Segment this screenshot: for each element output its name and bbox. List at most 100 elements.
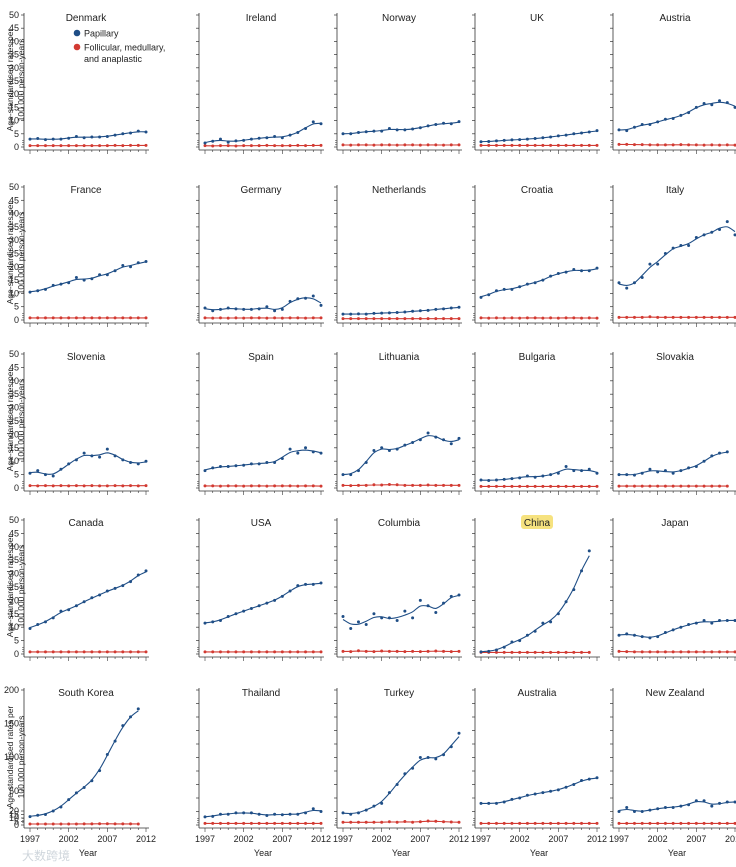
papillary-point [725,450,729,454]
papillary-point [411,766,415,770]
papillary-point [632,281,636,285]
fma-point [226,650,230,654]
papillary-point [525,137,529,141]
y-tick-label: 25 [9,76,19,86]
fma-point [67,650,71,654]
x-tick-label: 2002 [372,834,392,844]
fma-point [129,484,133,488]
fma-point [663,650,667,654]
papillary-point [442,121,446,125]
papillary-point [595,776,599,780]
fma-point [51,822,55,826]
papillary-point [341,312,345,316]
papillary-point [457,120,461,124]
fma-point [121,484,125,488]
papillary-point [632,473,636,477]
papillary-point [74,275,78,279]
fma-trend-line [619,143,736,146]
papillary-point [36,813,40,817]
papillary-point [549,135,553,139]
papillary-trend-line [204,297,322,311]
papillary-point [121,263,125,267]
papillary-point [226,140,230,144]
fma-point [304,316,308,320]
fma-point [288,144,292,148]
papillary-point [449,122,453,126]
papillary-point [82,451,86,455]
fma-point [640,821,644,825]
fma-point [494,484,498,488]
fma-point [487,316,491,320]
fma-point [541,650,545,654]
fma-point [211,484,215,488]
papillary-point [273,309,277,313]
y-tick-label: 10 [9,288,19,298]
papillary-point [90,135,94,139]
fma-point [113,650,117,654]
fma-point [580,821,584,825]
papillary-point [710,804,714,808]
papillary-point [679,469,683,473]
papillary-point [51,616,55,620]
y-tick-label: 35 [9,222,19,232]
fma-point [518,650,522,654]
papillary-point [349,473,353,477]
fma-point [687,315,691,319]
papillary-point [587,549,591,553]
papillary-point [718,619,722,622]
fma-point [640,143,644,147]
panel-norway: Norway [334,13,462,154]
papillary-point [687,111,691,115]
papillary-point [364,623,368,627]
papillary-point [249,307,253,311]
papillary-point [479,140,483,144]
papillary-point [380,129,384,133]
y-tick-label: 20 [9,262,19,272]
panel-germany: Germany [196,185,324,327]
fma-point [59,822,63,826]
fma-point [549,143,553,147]
fma-point [67,822,71,826]
papillary-point [595,471,599,475]
fma-point [710,821,714,825]
papillary-point [442,753,446,757]
panel-title: Bulgaria [519,352,556,363]
fma-point [28,484,32,488]
papillary-point [144,569,148,573]
papillary-point [43,620,47,624]
papillary-point [234,612,238,616]
fma-point [671,650,675,654]
fma-point [90,650,94,654]
x-tick-label: 2002 [510,834,530,844]
panel-columbia: Columbia [334,518,462,661]
fma-point [296,316,300,320]
fma-point [687,484,691,488]
fma-point [129,143,133,147]
fma-point [105,144,109,148]
fma-point [364,317,368,321]
papillary-point [580,269,584,273]
fma-point [257,316,261,320]
fma-point [442,483,446,487]
y-tick-label: 0 [14,649,19,659]
papillary-point [595,129,599,133]
fma-point [249,144,253,148]
papillary-point [510,477,514,481]
papillary-point [725,619,729,622]
papillary-trend-line [342,594,460,626]
fma-point [203,650,207,654]
papillary-point [43,473,47,477]
papillary-point [710,454,714,458]
fma-point [487,143,491,147]
fma-point [403,317,407,321]
fma-point [632,821,636,825]
papillary-point [502,645,506,649]
papillary-point [203,621,207,625]
papillary-point [541,474,545,478]
fma-point [656,484,660,488]
papillary-point [43,138,47,142]
fma-point [67,144,71,148]
fma-point [625,650,629,654]
papillary-point [364,461,368,465]
papillary-point [218,465,222,469]
